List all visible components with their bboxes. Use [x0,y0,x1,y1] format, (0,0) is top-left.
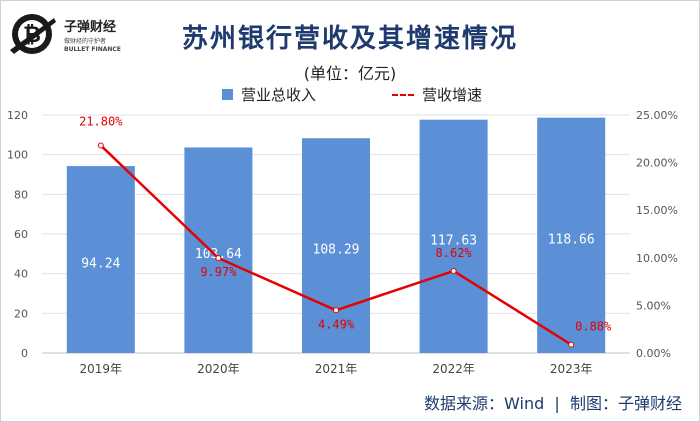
legend-bar-swatch [222,89,233,100]
brand-logo: ₿ 子弹财经 做财经的守护者 BULLET FINANCE [6,6,126,60]
bar-data-label: 108.29 [313,243,360,258]
growth-point [568,341,575,348]
logo-tagline-en: BULLET FINANCE [64,46,121,53]
chart-legend: 营业总收入 营收增速 [0,84,700,104]
growth-data-label: 9.97% [200,265,237,279]
x-axis-tick: 2019年 [80,362,123,376]
bar [537,117,606,353]
bar-data-label: 94.24 [81,257,120,272]
source-note: 数据来源：Wind | 制图：子弹财经 [424,394,682,413]
growth-point [333,307,339,314]
left-axis-tick: 60 [14,228,28,241]
x-axis-tick: 2023年 [550,362,593,376]
right-axis-tick: 20.00% [636,157,678,170]
logo-name: 子弹财经 [64,20,117,35]
x-axis-tick: 2021年 [315,362,358,376]
bar [184,147,253,353]
growth-point [215,255,222,262]
right-axis-tick: 25.00% [636,109,678,122]
bar-data-label: 117.63 [430,233,477,248]
growth-data-label: 21.80% [79,114,123,128]
legend-item-revenue: 营业总收入 [222,84,316,105]
bullet-logo-icon: ₿ [10,14,56,54]
bar [302,138,370,353]
left-axis-tick: 0 [21,347,28,360]
left-axis-tick: 100 [7,149,28,162]
right-axis-tick: 10.00% [636,252,678,265]
growth-data-label: 0.88% [575,320,612,334]
chart-title: 苏州银行营收及其增速情况 [181,24,518,54]
left-axis-tick: 40 [14,268,28,281]
left-axis-tick: 20 [14,307,28,320]
x-axis-tick: 2020年 [197,362,240,376]
logo-tagline-cn: 做财经的守护者 [64,38,107,45]
bar-data-label: 118.66 [548,232,595,247]
legend-label-growth: 营收增速 [422,86,483,104]
growth-data-label: 4.49% [318,317,355,331]
legend-label-revenue: 营业总收入 [241,86,317,104]
bar [419,119,488,353]
left-axis-tick: 120 [7,109,28,122]
growth-point [97,142,104,149]
chart-unit: (单位：亿元) [303,64,397,83]
right-axis-tick: 5.00% [636,299,671,312]
legend-item-growth: 营收增速 [392,84,482,105]
x-axis-tick: 2022年 [432,362,475,376]
right-axis-tick: 15.00% [636,204,678,217]
growth-data-label: 8.62% [436,246,473,260]
left-axis-tick: 80 [14,188,28,201]
bar [66,166,135,353]
right-axis-tick: 0.00% [636,347,671,360]
legend-line-swatch [392,93,414,96]
bar-data-label: 103.64 [195,247,242,262]
growth-point [450,267,457,274]
